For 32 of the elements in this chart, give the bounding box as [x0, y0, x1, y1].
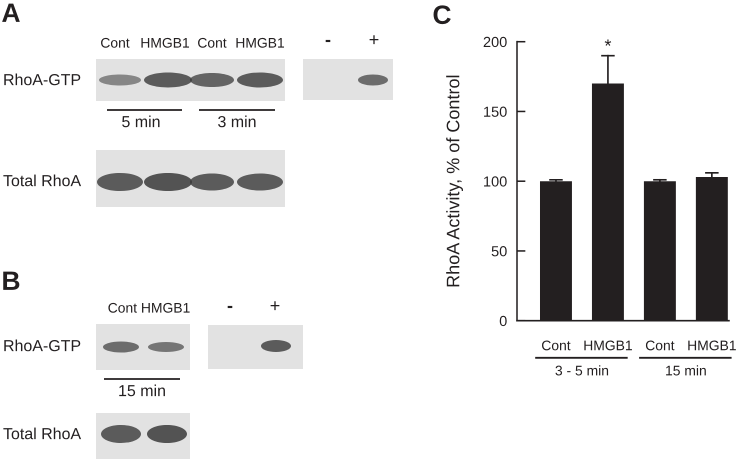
text: Cont	[198, 38, 227, 48]
text: A	[2, 4, 20, 22]
text: Cont HMGB1	[108, 302, 190, 313]
x-tick-label: Cont	[646, 340, 674, 350]
text: HMGB1	[236, 38, 284, 48]
y-tick-label: 50	[492, 246, 507, 256]
text: 15 min	[666, 365, 706, 376]
text: +	[370, 35, 378, 44]
text: Total RhoA	[3, 174, 82, 186]
y-tick-label: 0	[500, 316, 507, 326]
text: -	[228, 306, 232, 308]
y-tick-label: 100	[484, 176, 507, 187]
text: RhoA-GTP	[4, 340, 80, 352]
text: 3 - 5 min	[555, 365, 608, 376]
y-tick-label: 150	[484, 106, 507, 117]
y-axis-title: RhoA Activity, % of Control	[446, 76, 463, 286]
text: 15 min	[119, 384, 165, 396]
text: 5 min	[122, 116, 160, 128]
annotation: *	[604, 39, 612, 46]
y-tick-label: 200	[484, 36, 507, 48]
x-tick-label: HMGB1	[584, 340, 632, 350]
text: +	[270, 301, 280, 310]
x-tick-label: Cont	[542, 340, 571, 350]
text: -	[326, 40, 330, 42]
text: 3 min	[218, 116, 256, 128]
chart-title: C	[434, 5, 451, 24]
text: HMGB1	[141, 38, 190, 48]
text: Cont	[101, 38, 130, 48]
text: B	[3, 272, 20, 290]
x-tick-label: HMGB1	[688, 340, 736, 350]
text: Total RhoA	[3, 428, 82, 440]
text: RhoA-GTP	[4, 74, 80, 86]
